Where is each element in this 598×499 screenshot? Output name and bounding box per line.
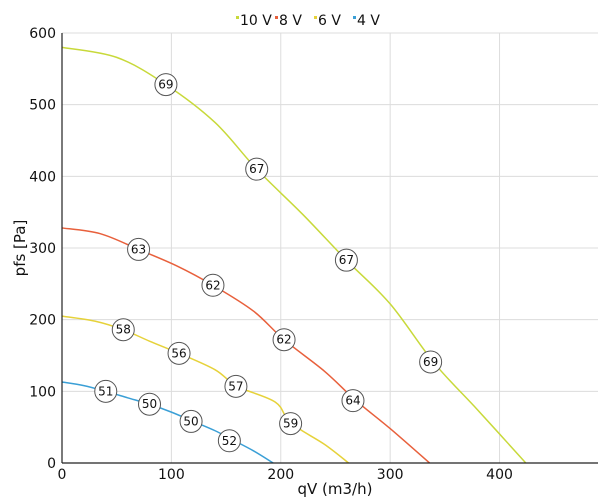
point-label-circle	[201, 273, 225, 297]
point-label: 67	[245, 157, 269, 181]
legend-swatch	[275, 16, 278, 19]
legend-label: 8 V	[279, 13, 302, 29]
legend-swatch	[314, 16, 317, 19]
point-label-circle	[167, 341, 191, 365]
x-tick-label: 0	[58, 467, 67, 483]
x-tick-label: 300	[377, 467, 404, 483]
point-label-circle	[179, 409, 203, 433]
legend-item: 4 V	[353, 13, 380, 29]
legend-swatch	[353, 16, 356, 19]
point-label-text: 62	[276, 333, 291, 347]
point-label-circle	[279, 412, 303, 436]
y-axis-title: pfs [Pa]	[11, 220, 29, 277]
point-label-text: 63	[131, 242, 146, 256]
point-label-text: 64	[345, 394, 360, 408]
point-label: 58	[111, 318, 135, 342]
point-label: 64	[341, 389, 365, 413]
legend: 10 V 8 V 6 V 4 V	[236, 13, 380, 29]
legend-label: 4 V	[357, 13, 380, 29]
tick-labels: 0 100 200 300 400 0 100 200 300 400 500 600	[29, 26, 513, 483]
point-label-text: 69	[158, 78, 173, 92]
point-label-text: 51	[98, 384, 113, 398]
x-tick-label: 200	[267, 467, 294, 483]
axes	[61, 33, 598, 464]
point-label-circle	[138, 392, 162, 416]
y-tick-label: 300	[29, 241, 56, 257]
point-label-circle	[334, 248, 358, 272]
x-tick-label: 100	[158, 467, 185, 483]
point-label: 59	[279, 412, 303, 436]
point-label-circle	[111, 318, 135, 342]
point-label: 63	[127, 237, 151, 261]
y-tick-label: 400	[29, 169, 56, 185]
point-label: 57	[224, 374, 248, 398]
point-label-text: 67	[249, 162, 264, 176]
series-line	[61, 227, 431, 464]
point-label-text: 58	[116, 323, 131, 337]
point-label-circle	[419, 350, 443, 374]
point-label-text: 56	[171, 346, 186, 360]
point-label-circle	[272, 328, 296, 352]
point-label: 62	[201, 273, 225, 297]
y-tick-label: 0	[47, 456, 56, 472]
point-label-text: 59	[283, 417, 298, 431]
y-tick-label: 200	[29, 313, 56, 329]
point-label-text: 67	[339, 253, 354, 267]
point-label-text: 57	[228, 379, 243, 393]
point-label: 50	[179, 409, 203, 433]
point-label-circle	[341, 389, 365, 413]
point-label-text: 62	[205, 278, 220, 292]
y-tick-label: 600	[29, 26, 56, 42]
point-label-circle	[245, 157, 269, 181]
point-label: 50	[138, 392, 162, 416]
point-label: 69	[154, 73, 178, 97]
point-label: 69	[419, 350, 443, 374]
y-tick-label: 100	[29, 384, 56, 400]
point-label-text: 69	[423, 355, 438, 369]
point-label-text: 50	[183, 414, 198, 428]
point-label: 56	[167, 341, 191, 365]
legend-swatch	[236, 16, 239, 19]
point-label: 67	[334, 248, 358, 272]
legend-label: 6 V	[318, 13, 341, 29]
legend-item: 8 V	[275, 13, 302, 29]
point-label: 51	[94, 379, 118, 403]
point-label: 62	[272, 328, 296, 352]
point-label-text: 52	[222, 434, 237, 448]
point-label-circle	[217, 429, 241, 453]
legend-item: 10 V	[236, 13, 272, 29]
legend-item: 6 V	[314, 13, 341, 29]
x-tick-label: 400	[486, 467, 513, 483]
point-label-circle	[94, 379, 118, 403]
point-label: 52	[217, 429, 241, 453]
point-labels: 69 67 67 69 63 62 62 64 58 56 57 59 51 50 50 52	[94, 73, 443, 453]
point-label-circle	[224, 374, 248, 398]
series-line	[61, 46, 527, 464]
x-axis-title: qV (m3/h)	[298, 480, 373, 498]
y-tick-label: 500	[29, 98, 56, 114]
legend-label: 10 V	[240, 13, 272, 29]
point-label-circle	[154, 73, 178, 97]
point-label-circle	[127, 237, 151, 261]
point-label-text: 50	[142, 397, 157, 411]
